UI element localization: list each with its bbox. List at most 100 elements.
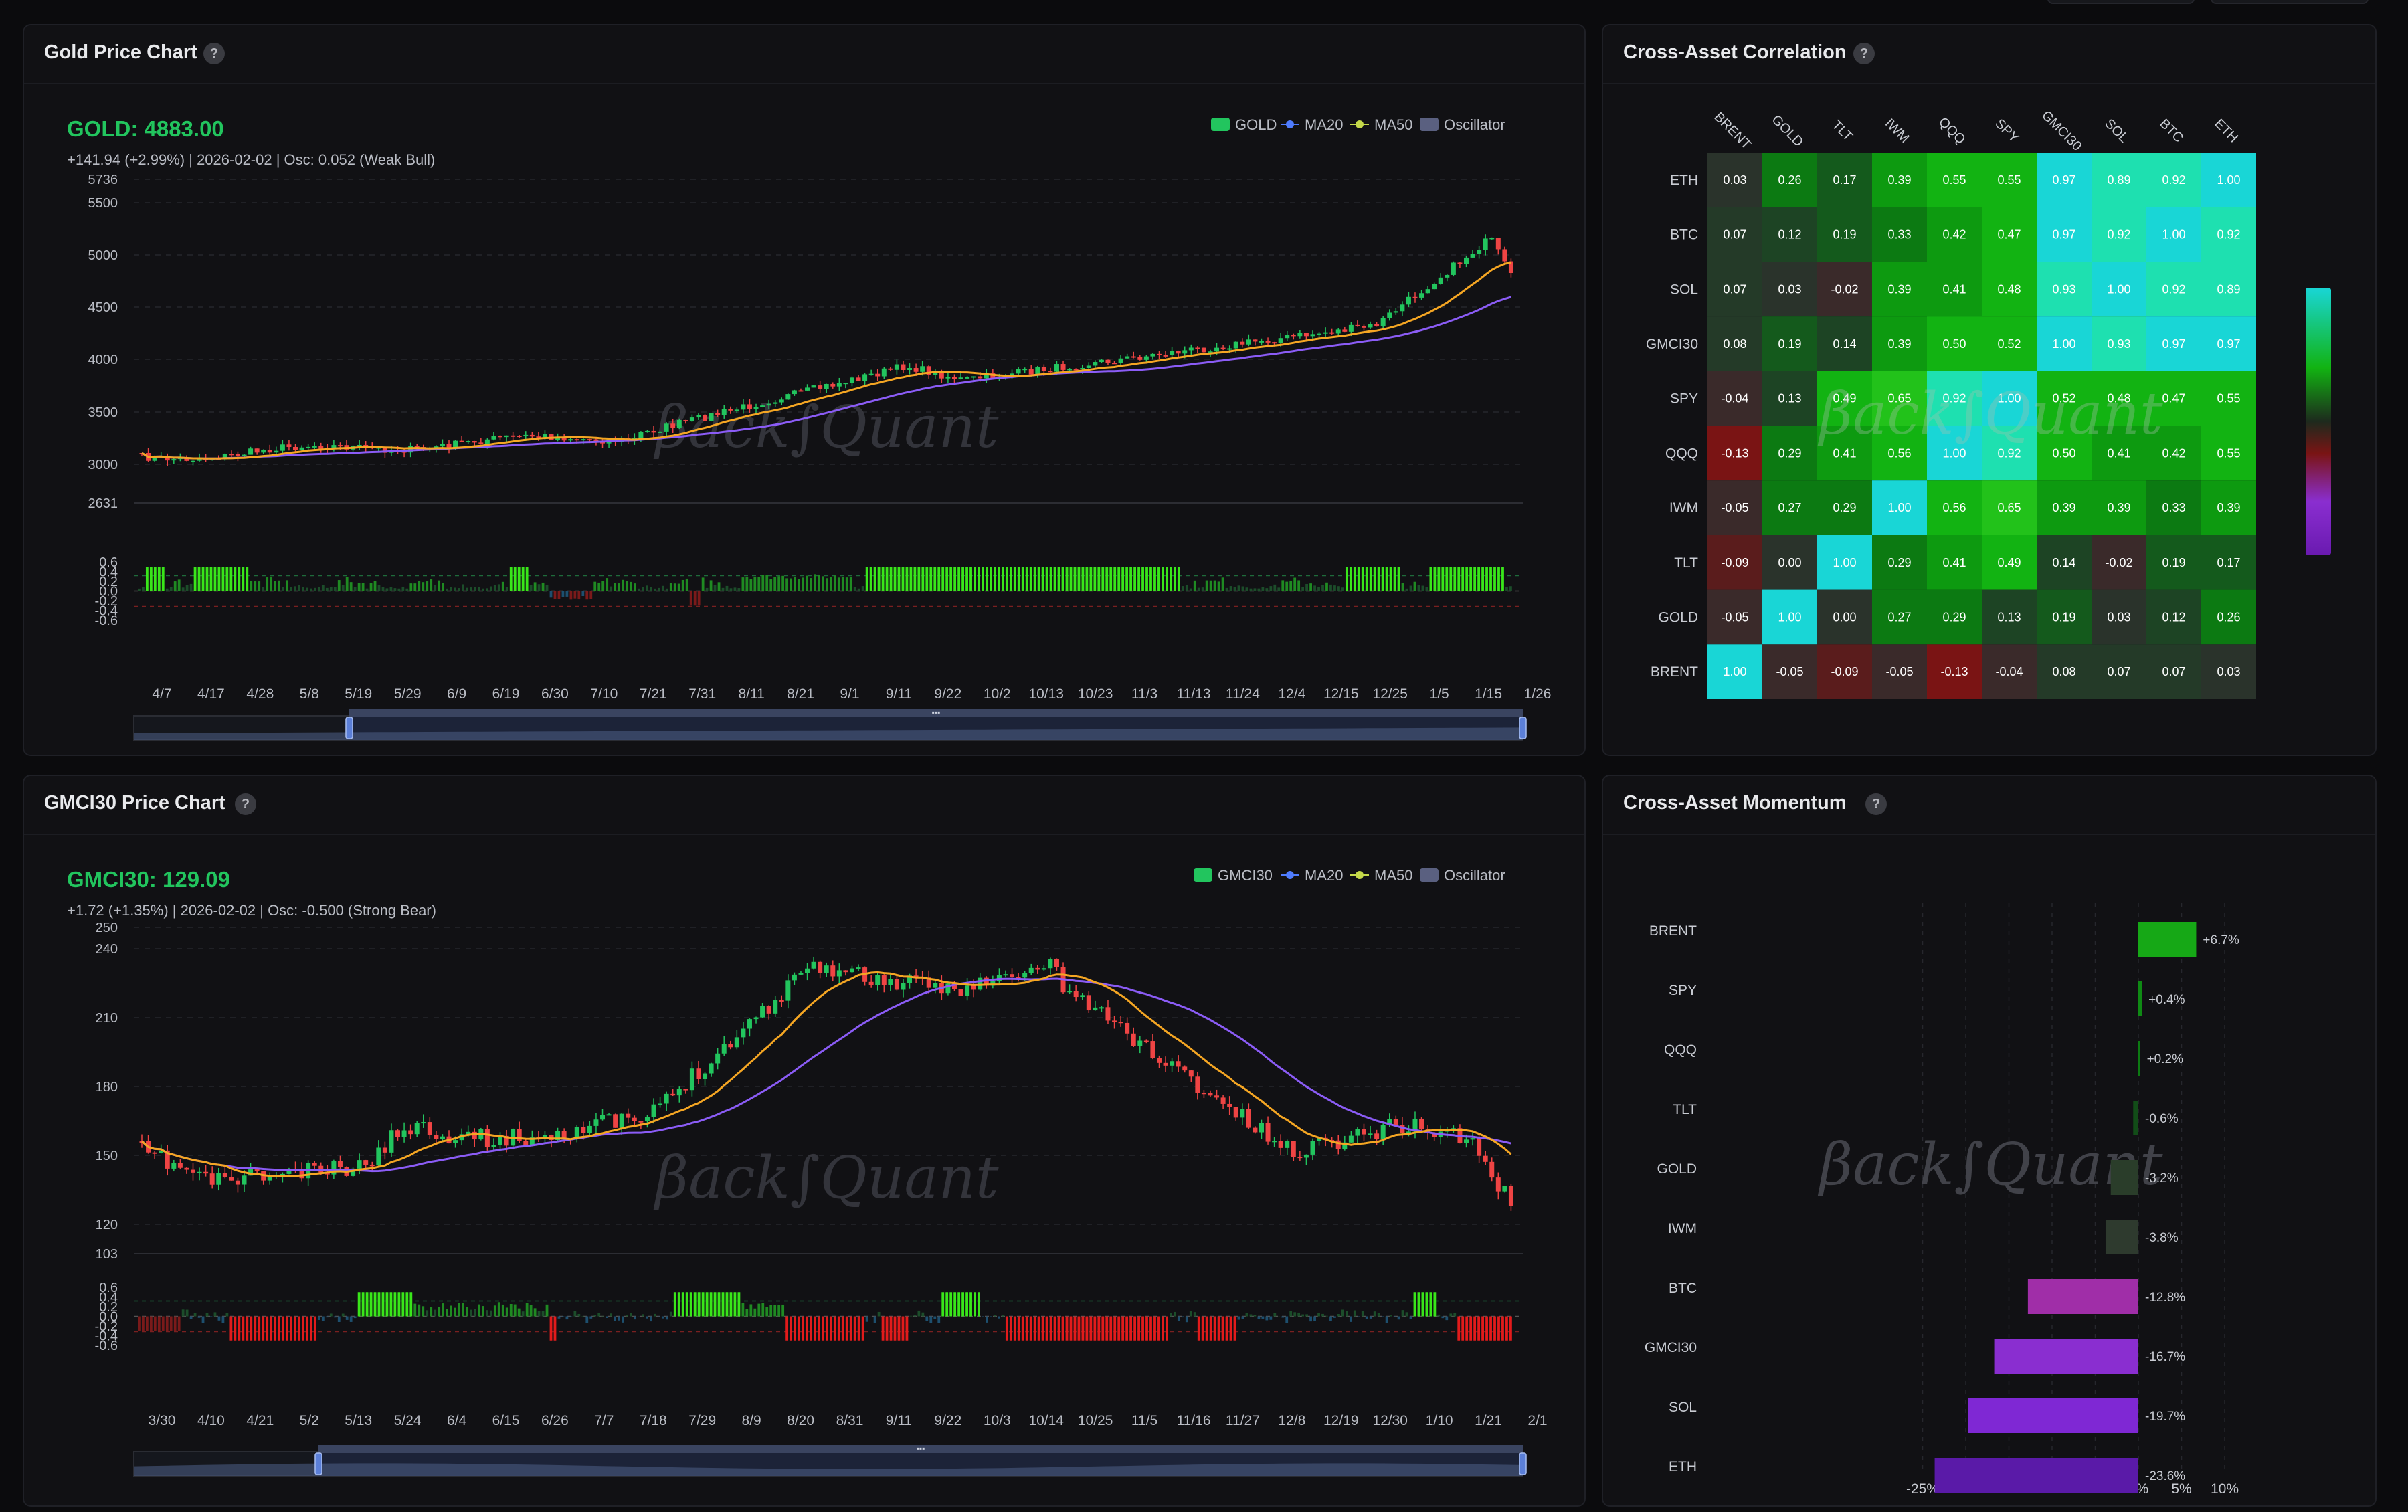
navigator-left-handle[interactable] xyxy=(314,1452,322,1475)
osc-bar xyxy=(1105,1316,1109,1341)
candle xyxy=(1060,364,1066,370)
osc-bar xyxy=(1033,567,1036,591)
legend-label[interactable]: GMCI30 xyxy=(1218,867,1273,884)
osc-bar xyxy=(705,587,709,591)
legend-label[interactable]: MA20 xyxy=(1305,867,1343,884)
osc-bar xyxy=(450,587,452,591)
help-icon[interactable]: ? xyxy=(235,793,256,815)
osc-bar xyxy=(213,1312,217,1317)
navigator-scrollbar[interactable] xyxy=(349,709,1523,717)
heatmap-cell-value: -0.05 xyxy=(1885,665,1913,678)
candle xyxy=(619,1113,624,1128)
osc-bar xyxy=(345,577,349,591)
osc-bar xyxy=(234,567,237,591)
osc-bar xyxy=(274,581,277,591)
osc-bar xyxy=(913,1315,917,1317)
candle xyxy=(689,417,694,421)
candle xyxy=(414,1123,420,1135)
candle xyxy=(440,1136,445,1139)
osc-bar xyxy=(177,579,181,591)
candle xyxy=(484,1129,490,1147)
scroll-grip-icon[interactable]: ▪▪▪ xyxy=(932,708,941,717)
navigator-left-handle[interactable] xyxy=(345,717,353,739)
osc-bar xyxy=(529,1305,533,1317)
toolbar-button[interactable] xyxy=(2047,0,2195,4)
osc-bar xyxy=(1305,1314,1309,1317)
osc-bar xyxy=(161,1316,165,1331)
candle xyxy=(529,1137,535,1146)
scroll-grip-icon[interactable]: ▪▪▪ xyxy=(917,1444,925,1453)
osc-bar xyxy=(877,567,881,591)
osc-bar xyxy=(470,1309,472,1317)
osc-bar xyxy=(458,588,460,591)
candle xyxy=(676,420,682,428)
bar-value-label: -12.8% xyxy=(2145,1291,2185,1305)
osc-bar xyxy=(654,588,656,591)
legend-label[interactable]: GOLD xyxy=(1235,116,1277,133)
osc-bar xyxy=(921,1312,925,1317)
heatmap-cell-value: 1.00 xyxy=(2107,282,2130,296)
candle xyxy=(229,1177,234,1181)
osc-bar xyxy=(341,585,345,591)
osc-bar xyxy=(749,579,753,591)
osc-bar xyxy=(1221,1316,1224,1341)
heatmap-cell-value: 0.52 xyxy=(2052,392,2075,405)
legend-label[interactable]: MA50 xyxy=(1374,867,1412,884)
date-axis-label: 6/19 xyxy=(492,686,520,702)
osc-bar xyxy=(177,1316,181,1331)
gold-price-chart[interactable]: GOLD: 4883.00 +141.94 (+2.99%) | 2026-02-… xyxy=(24,25,1586,756)
osc-bar xyxy=(729,1292,733,1317)
osc-bar xyxy=(357,583,361,591)
osc-bar xyxy=(1425,587,1428,591)
osc-bar xyxy=(818,574,820,591)
navigator-right-handle[interactable] xyxy=(1519,1452,1527,1475)
legend-label[interactable]: MA50 xyxy=(1374,116,1412,133)
osc-bar xyxy=(1241,1316,1244,1319)
toolbar-button[interactable] xyxy=(2211,0,2369,4)
heatmap-cell-value: 0.29 xyxy=(1942,610,1966,624)
candle xyxy=(165,1150,170,1169)
legend-oscillator-square-icon xyxy=(1420,868,1439,882)
osc-bar xyxy=(493,1305,496,1317)
osc-bar xyxy=(837,577,840,591)
osc-bar xyxy=(541,582,545,591)
osc-bar xyxy=(557,591,561,599)
osc-bar xyxy=(802,577,804,591)
osc-bar xyxy=(1417,585,1420,591)
osc-bar xyxy=(1365,567,1368,591)
candle xyxy=(1086,995,1091,1011)
osc-bar xyxy=(810,1316,812,1341)
osc-bar xyxy=(369,1292,373,1317)
osc-bar xyxy=(881,567,885,591)
osc-bar xyxy=(777,576,781,591)
candle xyxy=(1297,333,1303,337)
bar-value-label: -23.6% xyxy=(2145,1469,2185,1483)
gmci30-price-chart[interactable]: GMCI30: 129.09 +1.72 (+1.35%) | 2026-02-0… xyxy=(24,776,1586,1507)
osc-bar xyxy=(974,1292,976,1317)
legend-dot-icon xyxy=(1286,871,1294,879)
candle xyxy=(427,1122,432,1135)
osc-bar xyxy=(377,585,381,591)
navigator-scrollbar[interactable] xyxy=(318,1445,1523,1453)
candle xyxy=(753,1017,759,1020)
osc-bar xyxy=(149,567,153,591)
osc-bar xyxy=(302,587,304,591)
heatmap-cell-value: 0.07 xyxy=(2162,665,2185,678)
osc-bar xyxy=(1265,588,1269,591)
osc-bar xyxy=(1297,1312,1301,1317)
candle xyxy=(568,439,573,441)
legend-label[interactable]: Oscillator xyxy=(1444,867,1505,884)
candle xyxy=(1425,289,1430,294)
legend-label[interactable]: MA20 xyxy=(1305,116,1343,133)
osc-bar xyxy=(1309,1316,1312,1322)
osc-bar xyxy=(1117,567,1121,591)
candle xyxy=(830,965,836,977)
help-icon[interactable]: ? xyxy=(203,43,225,64)
osc-bar xyxy=(201,567,205,591)
candle xyxy=(978,977,983,990)
legend-label[interactable]: Oscillator xyxy=(1444,116,1505,133)
help-icon[interactable]: ? xyxy=(1865,793,1887,815)
navigator-right-handle[interactable] xyxy=(1519,717,1527,739)
heatmap-cell-value: 0.93 xyxy=(2107,337,2130,351)
help-icon[interactable]: ? xyxy=(1853,43,1875,64)
